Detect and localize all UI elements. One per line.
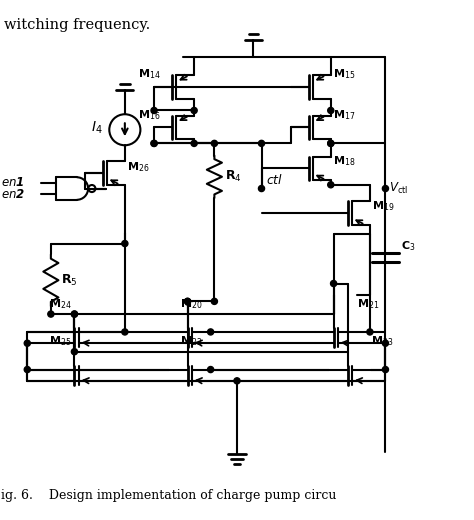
Circle shape	[72, 348, 77, 355]
Circle shape	[258, 186, 264, 191]
Text: M$_{19}$: M$_{19}$	[372, 199, 395, 213]
Text: ig. 6.    Design implementation of charge pump circu: ig. 6. Design implementation of charge p…	[1, 489, 337, 502]
Circle shape	[328, 140, 334, 147]
Circle shape	[151, 108, 157, 113]
Text: M$_{14}$: M$_{14}$	[138, 68, 161, 81]
Circle shape	[208, 329, 214, 335]
Circle shape	[211, 298, 218, 304]
Text: M$_{16}$: M$_{16}$	[138, 108, 161, 122]
Circle shape	[383, 340, 389, 346]
Circle shape	[122, 240, 128, 246]
Text: M$_{22}$: M$_{22}$	[181, 334, 203, 348]
Circle shape	[211, 140, 218, 147]
Circle shape	[151, 140, 157, 147]
Circle shape	[258, 140, 264, 147]
Text: $ctl$: $ctl$	[266, 173, 283, 187]
Text: $V_{\rm ctl}$: $V_{\rm ctl}$	[389, 181, 409, 196]
Circle shape	[72, 311, 77, 317]
Circle shape	[184, 298, 191, 304]
Circle shape	[191, 140, 197, 147]
Text: witching frequency.: witching frequency.	[4, 18, 150, 32]
Text: M$_{23}$: M$_{23}$	[371, 334, 394, 348]
Circle shape	[367, 329, 373, 335]
Circle shape	[383, 186, 389, 191]
Circle shape	[24, 340, 30, 346]
Text: M$_{15}$: M$_{15}$	[333, 68, 356, 81]
Text: $en$2: $en$2	[1, 188, 26, 201]
Circle shape	[72, 311, 77, 317]
Text: C$_3$: C$_3$	[401, 239, 415, 253]
Text: M$_{25}$: M$_{25}$	[48, 334, 71, 348]
Circle shape	[328, 181, 334, 188]
Circle shape	[330, 280, 337, 287]
Circle shape	[191, 108, 197, 113]
Circle shape	[122, 329, 128, 335]
Text: M$_{20}$: M$_{20}$	[181, 297, 203, 311]
Circle shape	[184, 298, 191, 304]
Text: $en$1: $en$1	[1, 176, 25, 189]
Circle shape	[151, 140, 157, 147]
Text: R$_4$: R$_4$	[225, 169, 241, 184]
Circle shape	[48, 311, 54, 317]
Text: $I_4$: $I_4$	[91, 119, 102, 136]
Circle shape	[234, 378, 240, 384]
Text: M$_{21}$: M$_{21}$	[357, 297, 380, 311]
Circle shape	[383, 367, 389, 373]
Text: M$_{18}$: M$_{18}$	[333, 154, 356, 168]
Text: M$_{17}$: M$_{17}$	[333, 108, 356, 122]
Circle shape	[328, 108, 334, 113]
Circle shape	[24, 367, 30, 373]
Circle shape	[328, 140, 334, 147]
Text: M$_{24}$: M$_{24}$	[48, 297, 71, 311]
Circle shape	[208, 367, 214, 373]
Text: R$_5$: R$_5$	[61, 272, 78, 288]
Text: M$_{26}$: M$_{26}$	[127, 161, 150, 174]
